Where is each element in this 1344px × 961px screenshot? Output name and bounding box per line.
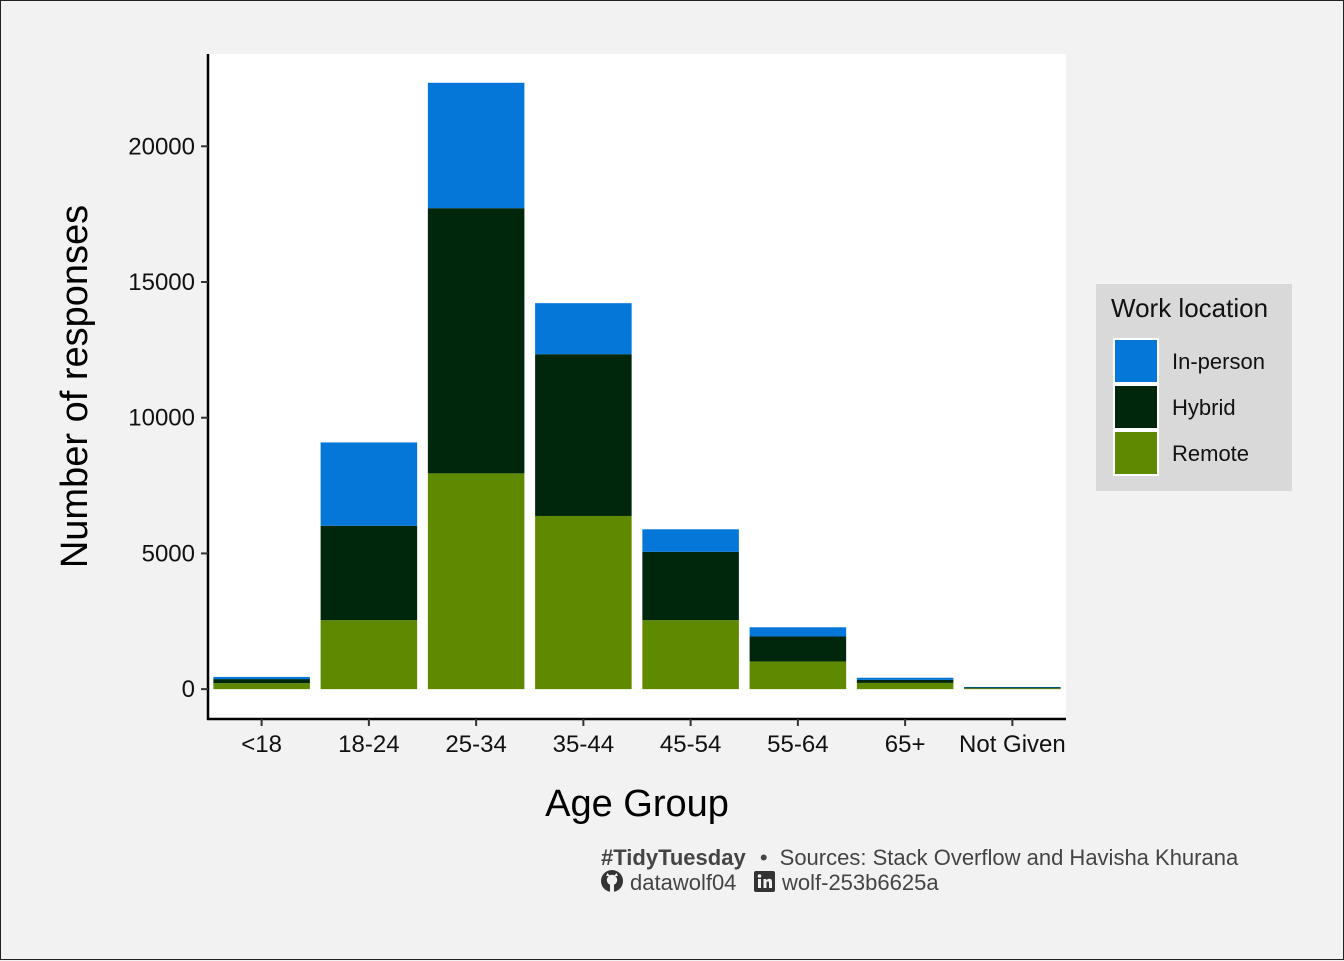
- x-tick-label: <18: [241, 731, 282, 758]
- y-tick-label: 5000: [142, 540, 195, 567]
- bar-in-person-7: [964, 686, 1061, 688]
- legend-label-remote: Remote: [1172, 441, 1249, 466]
- legend-label-hybrid: Hybrid: [1172, 395, 1236, 420]
- bar-hybrid-1: [320, 525, 418, 621]
- caption: #TidyTuesday • Sources: Stack Overflow a…: [601, 845, 1239, 895]
- bar-in-person-5: [749, 627, 847, 637]
- y-axis-title: Number of responses: [54, 205, 96, 568]
- y-tick-label: 20000: [128, 133, 195, 160]
- bar-remote-7: [964, 688, 1061, 690]
- bar-remote-3: [535, 515, 632, 690]
- linkedin-handle[interactable]: wolf-253b6625a: [781, 870, 939, 895]
- y-tick-label: 15000: [128, 269, 195, 296]
- bar-hybrid-3: [535, 354, 632, 516]
- legend-swatch-hybrid: [1113, 384, 1159, 430]
- y-ticks-layer: 0 5000 10000 15000 20000: [128, 133, 208, 703]
- bar-hybrid-7: [964, 687, 1061, 689]
- x-tick-label: Not Given: [959, 731, 1066, 758]
- x-tick-label: 65+: [885, 731, 926, 758]
- x-axis-title: Age Group: [545, 783, 729, 825]
- bar-in-person-2: [427, 82, 525, 209]
- legend: Work location In-person Hybrid Remote: [1096, 284, 1292, 491]
- y-tick-label: 0: [182, 676, 195, 703]
- y-tick-label: 10000: [128, 405, 195, 432]
- bar-remote-2: [427, 473, 525, 690]
- legend-swatch-in-person: [1113, 338, 1159, 384]
- caption-line-1: #TidyTuesday • Sources: Stack Overflow a…: [601, 845, 1239, 870]
- bar-hybrid-2: [427, 208, 525, 474]
- bar-remote-6: [856, 682, 954, 690]
- bar-in-person-1: [320, 442, 418, 526]
- x-tick-label: 45-54: [660, 731, 721, 758]
- bar-hybrid-0: [213, 679, 310, 684]
- bar-in-person-4: [642, 529, 739, 552]
- github-handle[interactable]: datawolf04: [630, 870, 736, 895]
- legend-items: In-person Hybrid Remote: [1113, 338, 1265, 476]
- x-tick-label: 35-44: [553, 731, 614, 758]
- x-tick-label: 55-64: [767, 731, 828, 758]
- legend-title: Work location: [1111, 293, 1268, 323]
- bar-remote-4: [642, 620, 739, 690]
- bar-in-person-6: [856, 677, 954, 680]
- bar-hybrid-4: [642, 551, 739, 621]
- caption-bullet: •: [760, 845, 768, 870]
- bar-in-person-0: [213, 676, 310, 680]
- bar-remote-5: [749, 661, 847, 690]
- caption-hashtag: #TidyTuesday: [601, 845, 746, 870]
- legend-label-in-person: In-person: [1172, 349, 1265, 374]
- x-tick-label: 25-34: [445, 731, 506, 758]
- github-icon: [601, 870, 623, 892]
- bar-hybrid-5: [749, 636, 847, 662]
- x-tick-label: 18-24: [338, 731, 399, 758]
- bar-remote-0: [213, 683, 310, 690]
- bar-in-person-3: [535, 303, 632, 355]
- bar-hybrid-6: [856, 679, 954, 683]
- legend-swatch-remote: [1113, 430, 1159, 476]
- x-ticks-layer: <18 18-24 25-34 35-44 45-54 55-64 65+ Not Given: [241, 719, 1066, 758]
- axes-layer: [206, 54, 1066, 721]
- bars-layer: [213, 82, 1061, 690]
- caption-sources: Sources: Stack Overflow and Havisha Khur…: [780, 845, 1239, 870]
- linkedin-icon: [754, 871, 775, 892]
- bar-remote-1: [320, 620, 418, 690]
